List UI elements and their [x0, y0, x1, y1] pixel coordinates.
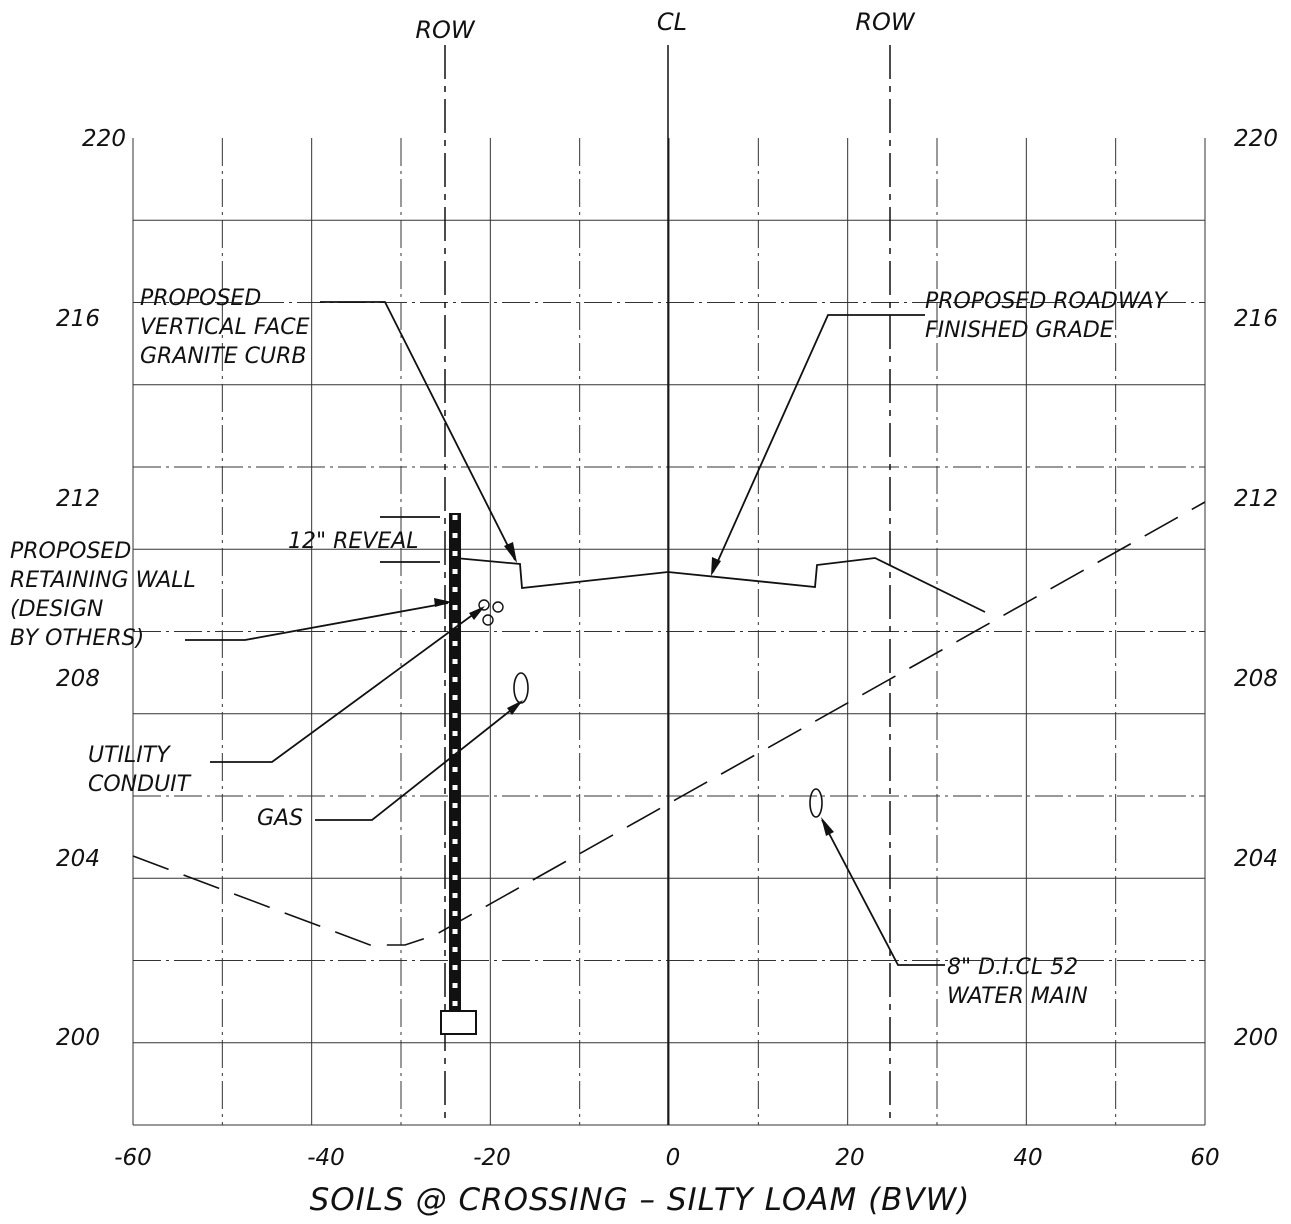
- x-tick-label: -20: [473, 1145, 511, 1171]
- x-tick-label: 20: [835, 1145, 864, 1171]
- centerline-header: CL: [657, 8, 687, 36]
- retaining-wall-footing: [440, 1010, 477, 1035]
- water-leader: [821, 819, 945, 966]
- utility-conduit-1: [478, 599, 490, 611]
- utility-conduit-3: [482, 614, 494, 626]
- drawing-title: SOILS @ CROSSING – SILTY LOAM (BVW): [310, 1182, 971, 1218]
- x-tick-label: 0: [666, 1145, 681, 1171]
- roadway-arrowhead: [711, 557, 721, 576]
- conduit-arrowhead: [469, 606, 485, 620]
- existing-ground-line: [132, 501, 1206, 946]
- x-tick-label: 60: [1190, 1145, 1219, 1171]
- roadway-leader: [712, 314, 925, 573]
- wall-arrowhead: [434, 598, 452, 607]
- gas-main: [513, 672, 529, 704]
- y-tick-label-left: 216: [56, 306, 100, 332]
- y-tick-label-left: 208: [56, 666, 100, 692]
- water-arrowhead: [821, 817, 834, 836]
- x-tick-label: 40: [1013, 1145, 1042, 1171]
- y-tick-label-right: 212: [1234, 486, 1278, 512]
- conduit-leader: [210, 607, 483, 763]
- utility-conduit-2: [492, 601, 504, 613]
- water-main-label: 8" D.I.CL 52 WATER MAIN: [947, 955, 1088, 1009]
- gas-leader: [315, 702, 521, 821]
- wall-leader: [185, 602, 449, 641]
- gas-label: GAS: [257, 806, 303, 831]
- y-tick-label-right: 220: [1234, 126, 1278, 152]
- roadway-label: PROPOSED ROADWAY FINISHED GRADE: [925, 289, 1174, 343]
- retaining-wall: [449, 513, 461, 1013]
- row-right-header: ROW: [855, 8, 916, 36]
- grid: [133, 138, 1206, 1125]
- y-tick-label-left: 220: [82, 126, 126, 152]
- conduit-label: UTILITY CONDUIT: [88, 743, 192, 797]
- proposed-finished-grade: [454, 557, 986, 613]
- reveal-label: 12" REVEAL: [288, 529, 419, 554]
- x-tick-label: -40: [307, 1145, 345, 1171]
- curb-arrowhead: [504, 542, 517, 563]
- y-tick-label-left: 212: [56, 486, 100, 512]
- y-tick-label-left: 204: [56, 846, 100, 872]
- y-tick-label-right: 208: [1234, 666, 1278, 692]
- curb-label: PROPOSED VERTICAL FACE GRANITE CURB: [140, 286, 317, 369]
- y-tick-label-right: 200: [1234, 1025, 1278, 1051]
- water-main: [809, 788, 823, 818]
- row-left-header: ROW: [415, 16, 476, 44]
- gas-arrowhead: [507, 700, 523, 715]
- x-tick-label: -60: [114, 1145, 152, 1171]
- y-tick-label-right: 204: [1234, 846, 1278, 872]
- y-tick-label-right: 216: [1234, 306, 1278, 332]
- y-tick-label-left: 200: [56, 1025, 100, 1051]
- curb-leader: [320, 301, 516, 561]
- wall-label: PROPOSED RETAINING WALL (DESIGN BY OTHER…: [10, 539, 203, 651]
